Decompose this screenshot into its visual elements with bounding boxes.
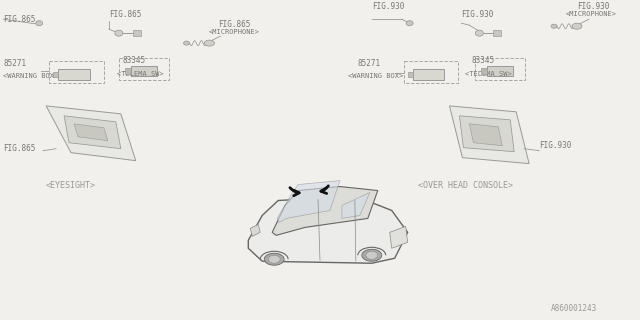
Polygon shape [268, 255, 280, 263]
Polygon shape [205, 40, 214, 46]
Polygon shape [487, 66, 513, 76]
Polygon shape [481, 68, 487, 74]
Text: <WARNING BOX>: <WARNING BOX> [348, 73, 403, 79]
Text: <OVER HEAD CONSOLE>: <OVER HEAD CONSOLE> [418, 180, 513, 189]
Polygon shape [184, 41, 189, 45]
Polygon shape [366, 251, 378, 259]
Text: FIG.930: FIG.930 [577, 2, 609, 11]
Text: FIG.865: FIG.865 [3, 15, 36, 24]
FancyArrowPatch shape [290, 188, 299, 196]
Polygon shape [572, 23, 582, 29]
Polygon shape [469, 124, 502, 146]
Polygon shape [46, 106, 136, 161]
Polygon shape [132, 30, 141, 36]
FancyArrowPatch shape [321, 186, 328, 194]
Polygon shape [413, 69, 445, 80]
Polygon shape [476, 30, 483, 36]
Text: <EYESIGHT>: <EYESIGHT> [46, 180, 96, 189]
Text: 83345: 83345 [472, 56, 495, 65]
Text: FIG.930: FIG.930 [372, 2, 404, 11]
Text: FIG.865: FIG.865 [109, 10, 141, 19]
Polygon shape [460, 116, 514, 152]
Polygon shape [248, 198, 408, 263]
Text: 83345: 83345 [123, 56, 146, 65]
Polygon shape [342, 193, 370, 219]
Text: FIG.930: FIG.930 [461, 10, 494, 19]
Bar [476, 58, 525, 80]
Polygon shape [64, 116, 121, 149]
Polygon shape [277, 180, 340, 222]
Text: <MICROPHONE>: <MICROPHONE> [566, 11, 617, 17]
Polygon shape [408, 72, 413, 77]
Polygon shape [74, 124, 108, 141]
Polygon shape [58, 69, 90, 80]
Text: FIG.865: FIG.865 [218, 20, 251, 29]
Polygon shape [272, 187, 378, 235]
Text: A860001243: A860001243 [550, 304, 597, 313]
Text: 85271: 85271 [358, 59, 381, 68]
Polygon shape [53, 72, 58, 77]
Bar [404, 61, 458, 83]
Text: FIG.865: FIG.865 [3, 144, 36, 153]
Polygon shape [250, 224, 260, 236]
Polygon shape [36, 21, 43, 26]
Text: <TELEMA SW>: <TELEMA SW> [465, 71, 512, 77]
Text: <WARNING BOX>: <WARNING BOX> [3, 73, 58, 79]
Polygon shape [551, 24, 557, 28]
Text: <TELEMA SW>: <TELEMA SW> [117, 71, 164, 77]
Polygon shape [390, 226, 408, 248]
Text: FIG.930: FIG.930 [539, 141, 572, 150]
Bar [49, 61, 104, 83]
Bar [119, 58, 168, 80]
Polygon shape [362, 249, 381, 261]
Polygon shape [449, 106, 529, 164]
Polygon shape [264, 253, 284, 265]
Text: 85271: 85271 [3, 59, 26, 68]
Text: <MICROPHONE>: <MICROPHONE> [209, 29, 259, 35]
Polygon shape [406, 21, 413, 26]
Polygon shape [115, 30, 123, 36]
Polygon shape [131, 66, 157, 76]
Polygon shape [125, 68, 131, 74]
Polygon shape [493, 30, 501, 36]
